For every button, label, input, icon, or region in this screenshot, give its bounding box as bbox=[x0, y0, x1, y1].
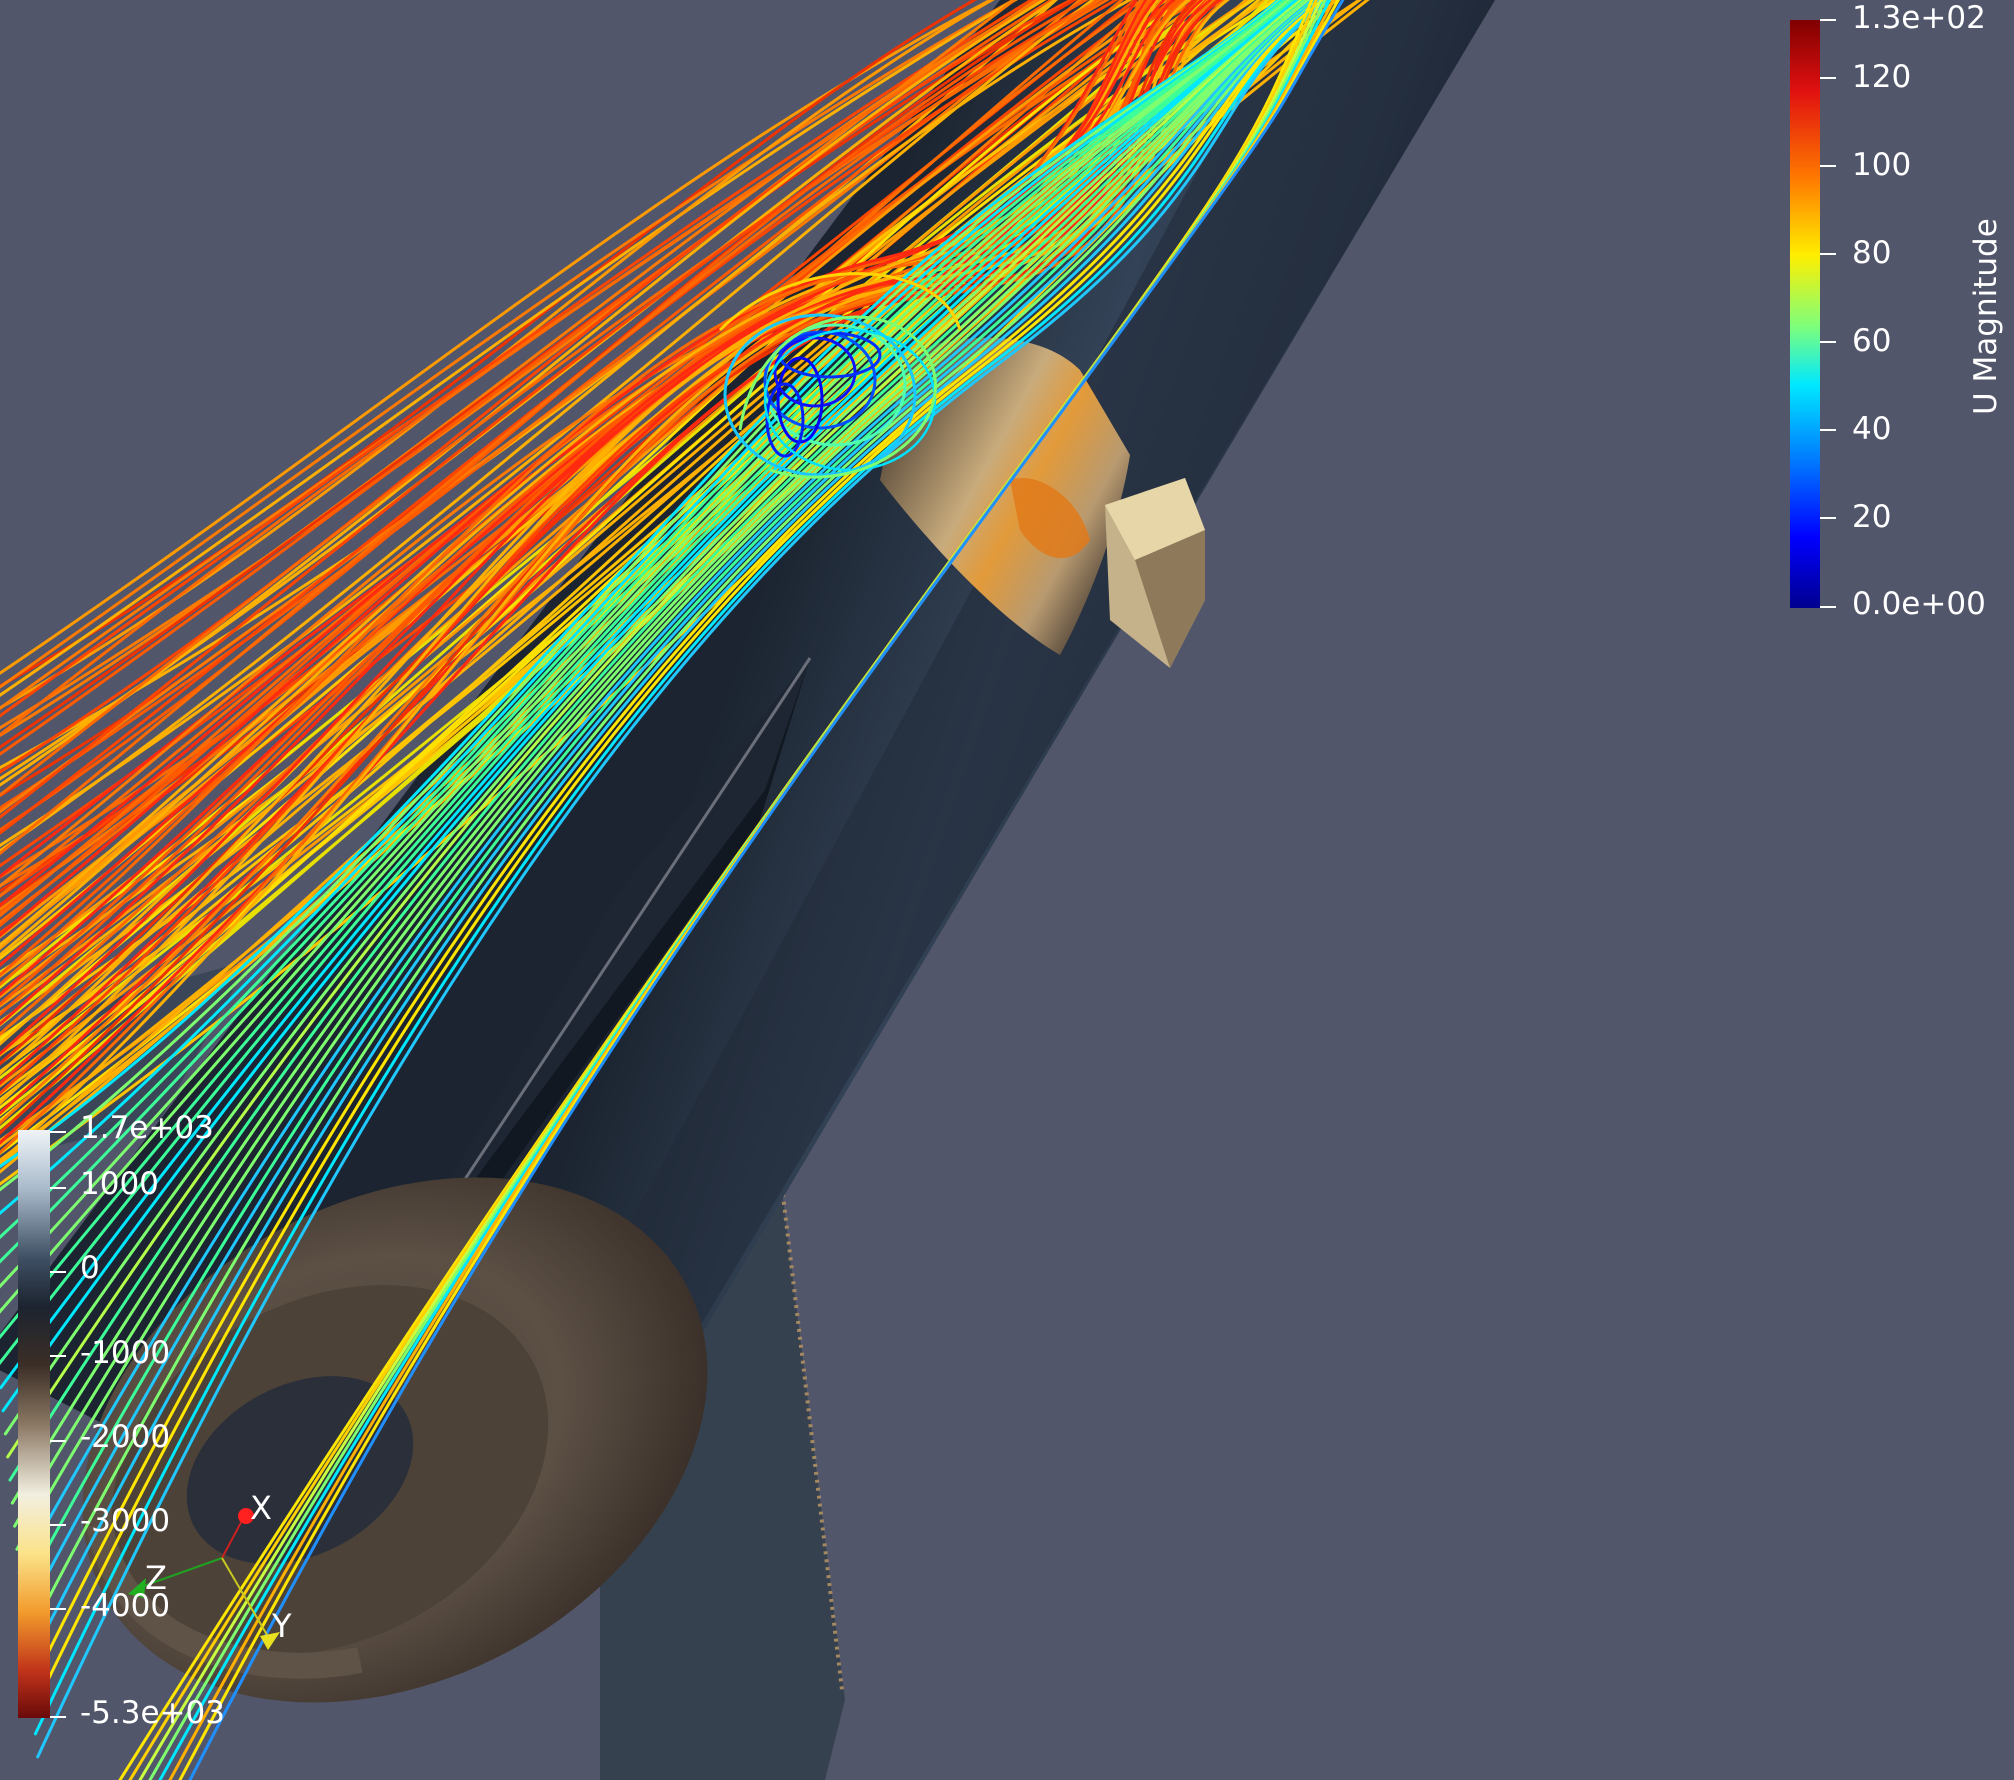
streamline-inner bbox=[0, 0, 1289, 1264]
streamline-arch bbox=[0, 0, 1160, 948]
u-tick-label: 60 bbox=[1852, 323, 1892, 359]
p-tick-label: 1000 bbox=[80, 1166, 159, 1202]
streamline-outer bbox=[0, 0, 995, 710]
streamline-inner bbox=[3, 0, 1303, 1436]
p-tick-label: -1000 bbox=[80, 1335, 171, 1371]
p-tick-label: 1.7e+03 bbox=[80, 1110, 214, 1146]
streamline-inner bbox=[36, 0, 1332, 1759]
pressure-band bbox=[880, 337, 1130, 655]
u-tick-label: 1.3e+02 bbox=[1852, 0, 1986, 36]
p-tick-label: -2000 bbox=[80, 1419, 171, 1455]
streamline-inner bbox=[0, 0, 1291, 1289]
streamline-outer bbox=[0, 0, 1187, 975]
u-tick-label: 20 bbox=[1852, 499, 1892, 535]
streamline-inner bbox=[0, 0, 1285, 1216]
streamline-outer bbox=[0, 0, 1017, 730]
z-axis-label: Z bbox=[145, 1559, 167, 1597]
streamline-arch bbox=[0, 0, 1166, 967]
streamline-inner bbox=[17, 0, 1316, 1574]
streamline-inner bbox=[0, 0, 1299, 1390]
streamline-inner bbox=[33, 0, 1330, 1736]
streamline-outer bbox=[0, 0, 1083, 814]
streamline-outer bbox=[0, 0, 1102, 856]
streamline-wrap bbox=[188, 0, 1345, 1780]
y-axis-marker bbox=[260, 1632, 280, 1650]
tail-fin-lower bbox=[600, 1165, 845, 1780]
u-tick-label: 40 bbox=[1852, 411, 1892, 447]
streamline-inner bbox=[29, 0, 1326, 1690]
streamline-outer bbox=[0, 0, 1017, 689]
x-axis-marker bbox=[238, 1508, 254, 1524]
streamline-inner bbox=[6, 0, 1305, 1459]
streamline-inner bbox=[26, 0, 1324, 1667]
streamline-outer bbox=[0, 0, 978, 688]
pressure-colorbar bbox=[18, 1130, 50, 1718]
streamline-inner bbox=[0, 0, 1297, 1366]
p-tick-label: -5.3e+03 bbox=[80, 1695, 225, 1731]
u-tick-label: 0.0e+00 bbox=[1852, 586, 1986, 622]
streamline-outer bbox=[0, 0, 1045, 738]
streamline-outer bbox=[0, 0, 1075, 774]
streamline-inner bbox=[24, 0, 1322, 1644]
x-axis-label: X bbox=[250, 1489, 272, 1527]
streamline-inner bbox=[1, 0, 1301, 1413]
streamline-outer bbox=[0, 0, 1045, 737]
streamline-inner bbox=[0, 0, 1287, 1240]
p-tick-label: 0 bbox=[80, 1250, 100, 1286]
streamline-arch bbox=[0, 0, 1183, 1017]
vortex-recirculation bbox=[718, 272, 962, 479]
u-tick-label: 100 bbox=[1852, 147, 1912, 183]
streamline-outer bbox=[0, 0, 1133, 853]
streamline-arch bbox=[0, 0, 1138, 879]
streamline-inner bbox=[0, 0, 1281, 1169]
y-axis-label: Y bbox=[272, 1607, 292, 1645]
streamline-inner bbox=[20, 0, 1318, 1597]
streamline-outer bbox=[0, 0, 1095, 848]
streamline-inner bbox=[0, 0, 1283, 1192]
p-tick-label: -4000 bbox=[80, 1588, 171, 1624]
streamline-outer bbox=[0, 0, 994, 675]
u-tick-label: 120 bbox=[1852, 59, 1912, 95]
streamline-arch bbox=[0, 0, 1175, 997]
streamline-inner bbox=[15, 0, 1314, 1551]
streamline-inner bbox=[31, 0, 1328, 1713]
z-axis-marker bbox=[128, 1578, 146, 1598]
streamline-inner bbox=[22, 0, 1320, 1620]
streamline-outer bbox=[0, 0, 1018, 697]
streamline-inner bbox=[8, 0, 1308, 1482]
streamline-inner bbox=[0, 0, 1293, 1314]
orientation-axes bbox=[128, 1508, 280, 1650]
p-tick-label: -3000 bbox=[80, 1503, 171, 1539]
streamline-arch bbox=[0, 0, 1180, 1007]
streamline-inner bbox=[13, 0, 1312, 1528]
u-tick-label: 80 bbox=[1852, 235, 1892, 271]
streamlines bbox=[0, 0, 1370, 1780]
streamline-inner bbox=[0, 0, 1295, 1340]
streamline-outer bbox=[0, 0, 1100, 820]
u-legend-title: U Magnitude bbox=[1968, 218, 2004, 415]
streamline-inner bbox=[10, 0, 1310, 1505]
u-magnitude-colorbar bbox=[1790, 20, 1820, 608]
